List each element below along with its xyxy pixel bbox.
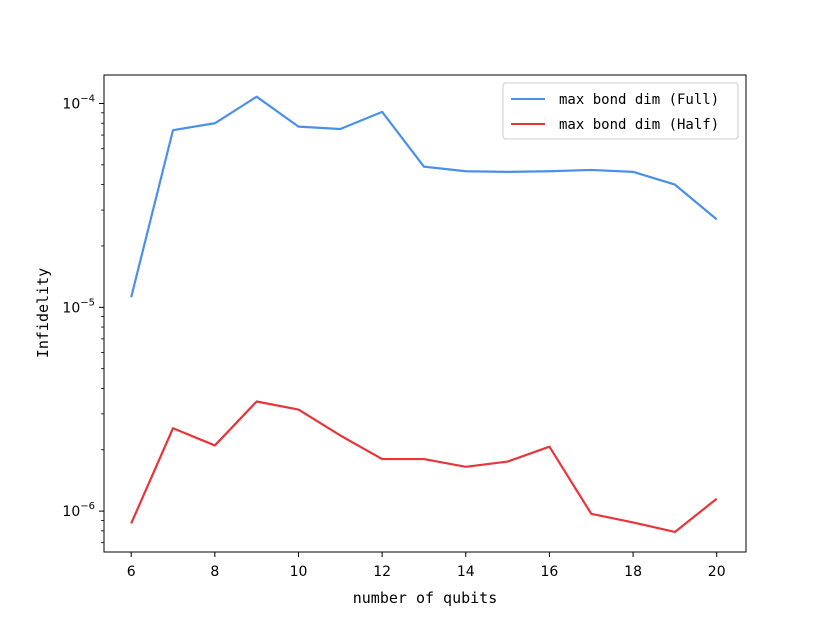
x-tick-label: 18: [624, 564, 642, 580]
x-tick-label: 16: [541, 564, 559, 580]
legend-label-full: max bond dim (Full): [559, 92, 719, 108]
legend: max bond dim (Full) max bond dim (Half): [502, 82, 739, 140]
x-ticks: 6 8 10 12 14 16 18 20: [127, 552, 726, 580]
legend-box: [502, 82, 739, 140]
plot-background: [104, 75, 746, 552]
x-tick-label: 8: [210, 564, 219, 580]
x-tick-label: 10: [290, 564, 308, 580]
series-lines: [130, 95, 718, 534]
y-tick-label: 10−6: [62, 501, 95, 520]
x-tick-label: 12: [373, 564, 391, 580]
y-axis-label: Infidelity: [34, 268, 52, 358]
y-tick-label: 10−4: [62, 94, 95, 113]
legend-label-half: max bond dim (Half): [559, 117, 719, 133]
x-tick-label: 20: [708, 564, 726, 580]
y-major-ticks: 10−6 10−5 10−4: [62, 94, 104, 520]
plot-frame: [103, 74, 747, 553]
y-tick-label: 10−5: [62, 297, 95, 316]
series-line-0: [130, 95, 718, 298]
x-axis-label: number of qubits: [353, 589, 498, 607]
x-tick-label: 14: [457, 564, 475, 580]
series-line-1: [130, 400, 718, 534]
x-tick-label: 6: [127, 564, 136, 580]
